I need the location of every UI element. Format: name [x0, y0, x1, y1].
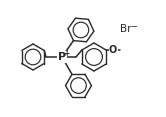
Text: −: − — [130, 22, 137, 31]
Text: +: + — [63, 49, 69, 58]
Text: O: O — [109, 45, 117, 55]
Text: P: P — [58, 52, 66, 62]
Text: Br: Br — [120, 24, 131, 34]
